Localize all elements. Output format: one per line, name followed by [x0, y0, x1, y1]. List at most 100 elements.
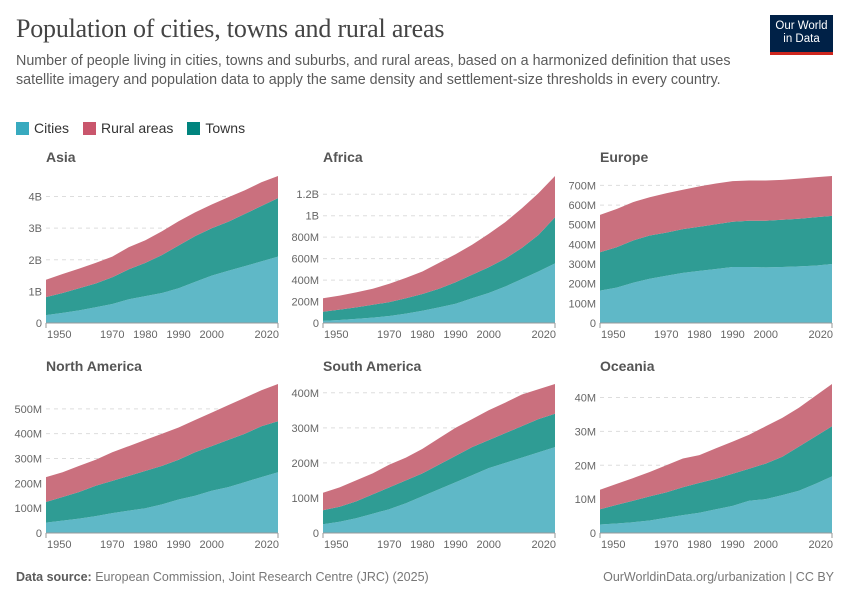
x-tick-label: 1950	[47, 539, 71, 551]
x-tick-label: 2020	[532, 329, 556, 341]
data-source-label: Data source:	[16, 570, 92, 584]
x-tick-label: 1990	[166, 539, 190, 551]
x-tick-label: 2020	[809, 539, 833, 551]
x-tick-label: 1980	[687, 329, 711, 341]
area-towns	[46, 198, 278, 316]
owid-logo[interactable]: Our World in Data	[770, 15, 833, 55]
y-tick-label: 40M	[575, 393, 596, 405]
panel-north-america: North America 0 100M 200M 300M 400M 500M 1950 19…	[14, 358, 279, 551]
x-tick-label: 1950	[324, 329, 348, 341]
y-tick-label: 200M	[568, 279, 596, 291]
y-tick-label: 300M	[568, 259, 596, 271]
x-tick-label: 1970	[654, 539, 678, 551]
source-link[interactable]: OurWorldinData.org/urbanization | CC BY	[603, 570, 834, 584]
data-source-text: European Commission, Joint Research Cent…	[95, 570, 429, 584]
area-towns	[600, 215, 832, 291]
area-towns	[323, 413, 555, 525]
x-tick-label: 2020	[532, 539, 556, 551]
area-cities	[323, 263, 555, 323]
x-tick-label: 1980	[133, 539, 157, 551]
area-rural	[323, 176, 555, 312]
x-tick-label: 1990	[443, 329, 467, 341]
panel-title: North America	[46, 358, 142, 374]
panel-title: Oceania	[600, 358, 655, 374]
area-rural	[600, 384, 832, 510]
x-tick-label: 1980	[410, 539, 434, 551]
x-tick-label: 1950	[601, 329, 625, 341]
x-tick-label: 1950	[47, 329, 71, 341]
y-tick-label: 100M	[291, 493, 319, 505]
y-tick-label: 0	[36, 318, 42, 330]
y-tick-label: 0	[313, 528, 319, 540]
legend-swatch-rural	[83, 121, 97, 135]
legend-item-towns[interactable]: Towns	[187, 120, 245, 136]
x-tick-label: 2000	[199, 329, 223, 341]
area-rural	[46, 176, 278, 298]
area-rural	[600, 176, 832, 253]
y-tick-label: 400M	[291, 275, 319, 287]
y-tick-label: 100M	[14, 503, 42, 515]
x-tick-label: 1970	[100, 539, 124, 551]
area-cities	[46, 256, 278, 323]
y-tick-label: 400M	[291, 388, 319, 400]
y-tick-label: 300M	[14, 454, 42, 466]
x-tick-label: 2000	[199, 539, 223, 551]
panel-asia: Asia 0 1B 2B 3B 4B 1950 1970 1980 1990 2000 2020	[29, 149, 279, 341]
x-tick-label: 1970	[100, 329, 124, 341]
legend-item-cities[interactable]: Cities	[16, 120, 69, 136]
y-tick-label: 0	[590, 528, 596, 540]
panel-title: Asia	[46, 149, 76, 165]
legend-label: Towns	[205, 120, 246, 136]
legend-label: Rural areas	[101, 120, 174, 136]
y-tick-label: 3B	[29, 223, 42, 235]
area-cities	[600, 264, 832, 323]
panel-south-america: South America 0 100M 200M 300M 400M 1950 1970 19…	[291, 358, 556, 551]
x-tick-label: 2000	[753, 329, 777, 341]
area-cities	[600, 476, 832, 533]
x-tick-label: 1990	[720, 329, 744, 341]
y-tick-label: 1B	[306, 211, 319, 223]
x-tick-label: 1950	[601, 539, 625, 551]
data-source: Data source: European Commission, Joint …	[16, 570, 429, 584]
area-rural	[46, 384, 278, 502]
y-tick-label: 2B	[29, 255, 42, 267]
legend-swatch-towns	[187, 121, 201, 135]
chart-title: Population of cities, towns and rural ar…	[16, 14, 445, 43]
y-tick-label: 400M	[568, 239, 596, 251]
y-tick-label: 200M	[291, 458, 319, 470]
panel-oceania: Oceania 0 10M 20M 30M 40M 1950 1970 1980 1990 2000…	[575, 358, 833, 551]
legend-swatch-cities	[16, 121, 29, 135]
panel-africa: Africa 0 200M 400M 600M 800M 1B 1.2B 1950 1970 198…	[291, 149, 556, 341]
legend: Cities Rural areas Towns	[16, 120, 245, 136]
legend-label: Cities	[34, 120, 70, 136]
y-tick-label: 800M	[291, 232, 319, 244]
x-tick-label: 2020	[255, 329, 279, 341]
y-tick-label: 100M	[568, 298, 596, 310]
y-tick-label: 600M	[568, 200, 596, 212]
x-tick-label: 1990	[443, 539, 467, 551]
y-tick-label: 0	[313, 318, 319, 330]
area-rural	[323, 384, 555, 511]
y-tick-label: 200M	[14, 478, 42, 490]
x-tick-label: 1990	[166, 329, 190, 341]
y-tick-label: 30M	[575, 426, 596, 438]
y-tick-label: 20M	[575, 460, 596, 472]
area-towns	[46, 421, 278, 523]
x-tick-label: 1980	[133, 329, 157, 341]
y-tick-label: 600M	[291, 254, 319, 266]
x-tick-label: 2000	[753, 539, 777, 551]
panel-title: Africa	[323, 149, 363, 165]
x-tick-label: 1950	[324, 539, 348, 551]
x-tick-label: 2020	[809, 329, 833, 341]
panel-title: South America	[323, 358, 421, 374]
y-tick-label: 10M	[575, 494, 596, 506]
legend-item-rural[interactable]: Rural areas	[83, 120, 173, 136]
y-tick-label: 200M	[291, 297, 319, 309]
x-tick-label: 1980	[410, 329, 434, 341]
y-tick-label: 4B	[29, 192, 42, 204]
y-tick-label: 1.2B	[296, 189, 319, 201]
y-tick-label: 400M	[14, 429, 42, 441]
x-tick-label: 1970	[377, 329, 401, 341]
x-tick-label: 1970	[654, 329, 678, 341]
